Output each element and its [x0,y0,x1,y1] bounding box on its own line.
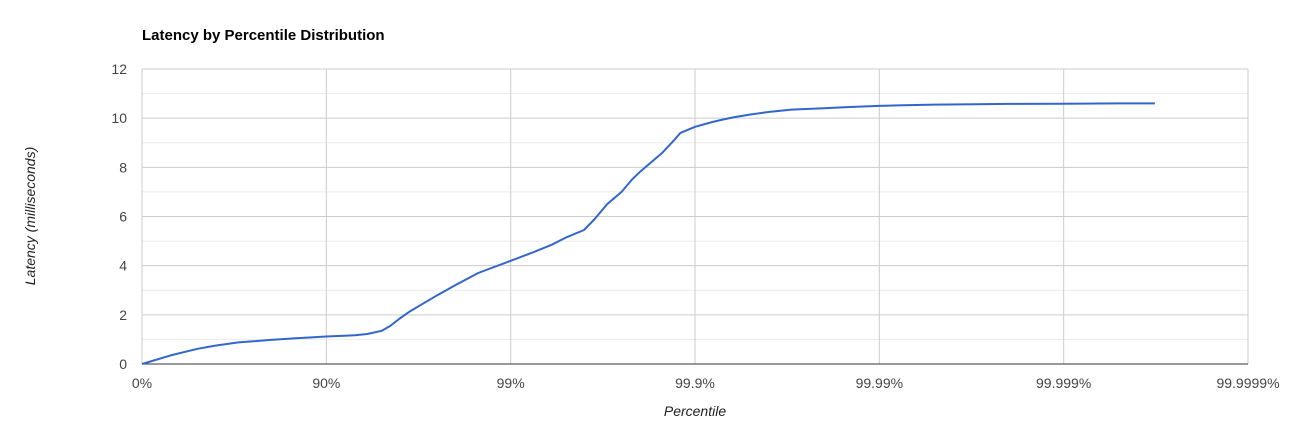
y-tick-label: 12 [111,61,127,77]
y-tick-label: 10 [111,110,127,126]
grid-lines [141,68,1249,364]
x-axis-ticks: 0% 90% 99% 99.9% 99.99% 99.999% 99.9999% [132,375,1280,391]
latency-series-line [141,102,1155,365]
x-tick-label: 99.999% [1036,375,1091,391]
x-tick-label: 99.9% [675,375,715,391]
y-tick-label: 8 [119,159,127,175]
chart-title: Latency by Percentile Distribution [142,27,385,44]
x-tick-label: 99.99% [856,375,903,391]
x-axis-label: Percentile [664,403,726,419]
y-tick-label: 6 [119,209,127,225]
y-axis-ticks: 0 2 4 6 8 10 12 [111,61,127,372]
x-tick-label: 99.9999% [1216,375,1279,391]
x-tick-label: 90% [312,375,340,391]
y-tick-label: 2 [119,307,127,323]
y-tick-label: 4 [119,258,127,274]
x-tick-label: 99% [497,375,525,391]
x-tick-label: 0% [132,375,152,391]
y-axis-label: Latency (milliseconds) [22,147,38,286]
y-tick-label: 0 [119,356,127,372]
